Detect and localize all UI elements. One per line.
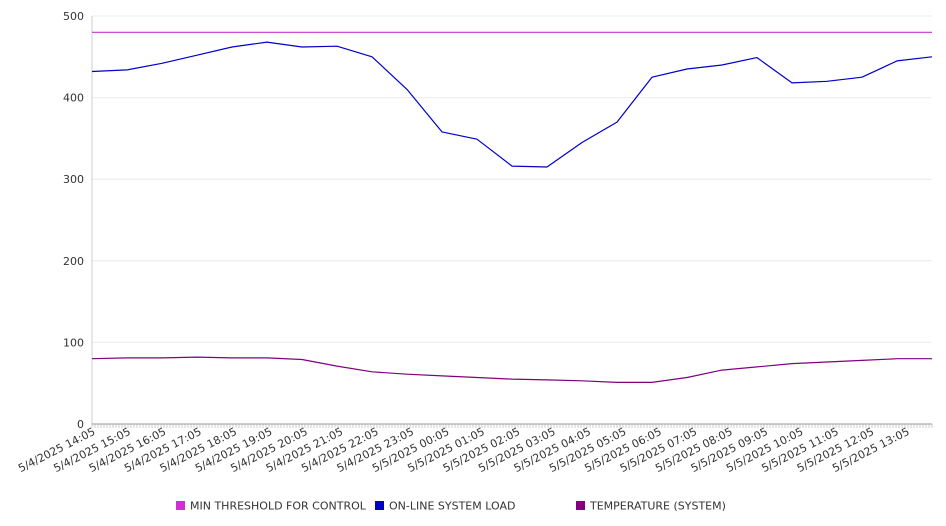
legend-swatch	[176, 501, 185, 510]
series-layer	[91, 31, 933, 383]
y-tick-label: 100	[63, 336, 84, 349]
legend-label: TEMPERATURE (SYSTEM)	[589, 500, 726, 513]
y-tick-label: 0	[77, 418, 84, 431]
y-tick-label: 500	[63, 10, 84, 23]
legend-swatch	[576, 501, 585, 510]
y-tick-label: 400	[63, 92, 84, 105]
y-tick-label: 200	[63, 255, 84, 268]
y-tick-labels: 0 100 200 300 400 500	[63, 10, 84, 431]
legend: MIN THRESHOLD FOR CONTROL ON-LINE SYSTEM …	[176, 500, 726, 513]
series-line-on-line-system-load	[91, 41, 933, 168]
y-tick-label: 300	[63, 173, 84, 186]
series-line-temperature-system	[91, 356, 932, 383]
legend-label: MIN THRESHOLD FOR CONTROL	[190, 500, 367, 513]
legend-swatch	[375, 501, 384, 510]
axis-layer	[91, 16, 933, 428]
grid-layer	[92, 15, 932, 343]
legend-label: ON-LINE SYSTEM LOAD	[389, 500, 515, 513]
x-tick-labels: 5/4/2025 14:055/4/2025 15:055/4/2025 16:…	[16, 425, 911, 475]
